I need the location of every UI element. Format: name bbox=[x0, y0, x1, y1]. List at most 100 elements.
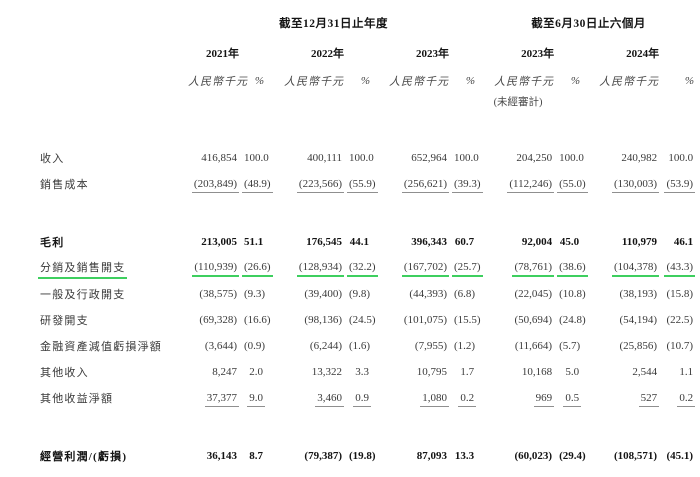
financial-summary-table: 截至12月31日止年度 截至6月30日止六個月 2021年 2022年 2023… bbox=[38, 8, 698, 470]
cell-amount: 8,247 bbox=[212, 366, 237, 378]
cell-amount: (38,193) bbox=[619, 288, 658, 300]
cell-amount: (167,702) bbox=[374, 256, 452, 282]
unit-label: 人民幣千元 bbox=[599, 76, 660, 88]
blank-cell bbox=[38, 68, 188, 94]
cell-percent: (9.3) bbox=[244, 288, 266, 300]
row-label: 金融資產減值虧損淨額 bbox=[40, 341, 162, 353]
cell-amount: (50,694) bbox=[514, 314, 553, 326]
cell-percent: 0.9 bbox=[347, 386, 374, 412]
cell-percent: 100.0 bbox=[349, 152, 374, 164]
row-label: 毛利 bbox=[40, 237, 65, 249]
cell-amount: (78,761) bbox=[479, 256, 557, 282]
year-header-row: 2021年 2022年 2023年 2023年 2024年 bbox=[38, 38, 698, 68]
cell-percent: (0.9) bbox=[244, 340, 266, 352]
table-row: 毛利 213,005 51.1 176,545 44.1 396,343 60.7 92,00… bbox=[38, 230, 698, 256]
cell-percent: 2.0 bbox=[249, 366, 263, 378]
cell-amount: (22,045) bbox=[514, 288, 553, 300]
cell-amount: (110,939) bbox=[188, 256, 242, 282]
table-row: 經營利潤/(虧損) 36,143 8.7 (79,387) (19.8) 87,093 13… bbox=[38, 444, 698, 470]
cell-percent: (53.9) bbox=[662, 172, 698, 198]
cell-amount: 416,854 bbox=[201, 152, 237, 164]
cell-percent: (1.2) bbox=[454, 340, 476, 352]
cell-percent: (9.8) bbox=[349, 288, 371, 300]
cell-percent: 60.7 bbox=[454, 236, 475, 248]
cell-percent: 100.0 bbox=[668, 152, 694, 164]
cell-amount: 87,093 bbox=[416, 450, 447, 462]
cell-amount: (3,644) bbox=[204, 340, 237, 352]
cell-amount: (6,244) bbox=[309, 340, 342, 352]
cell-amount: (79,387) bbox=[304, 450, 342, 462]
year-header-2024-interim: 2024年 bbox=[626, 48, 660, 60]
cell-amount: (98,136) bbox=[304, 314, 342, 326]
cell-amount: (130,003) bbox=[584, 172, 662, 198]
cell-amount: 3,460 bbox=[268, 386, 347, 412]
cell-percent: 0.2 bbox=[662, 386, 698, 412]
year-header-2022: 2022年 bbox=[311, 48, 344, 60]
cell-percent: 44.1 bbox=[349, 236, 369, 248]
cell-percent: (5.7) bbox=[559, 340, 581, 352]
table-row: 金融資產減值虧損淨額 (3,644) (0.9) (6,244) (1.6) (7,955… bbox=[38, 334, 698, 360]
cell-amount: 204,250 bbox=[516, 152, 553, 164]
row-label: 其他收益淨額 bbox=[40, 393, 114, 405]
cell-percent: 1.1 bbox=[679, 366, 694, 378]
cell-percent: 13.3 bbox=[454, 450, 475, 462]
cell-percent: 8.7 bbox=[249, 450, 263, 462]
blank-cell bbox=[38, 94, 479, 114]
percent-label: % bbox=[684, 75, 696, 87]
blank-cell bbox=[38, 114, 698, 146]
cell-amount: 10,795 bbox=[416, 366, 447, 378]
cell-amount: (104,378) bbox=[584, 256, 662, 282]
cell-percent: (10.8) bbox=[559, 288, 586, 300]
cell-percent: (6.8) bbox=[454, 288, 476, 300]
cell-percent: (55.0) bbox=[557, 172, 588, 198]
cell-amount: (223,566) bbox=[268, 172, 347, 198]
blank-cell bbox=[557, 94, 698, 114]
cell-percent: (19.8) bbox=[349, 450, 376, 462]
cell-percent: (45.1) bbox=[666, 450, 694, 462]
percent-label: % bbox=[360, 75, 371, 87]
cell-percent: (15.5) bbox=[454, 314, 481, 326]
cell-amount: (25,856) bbox=[619, 340, 658, 352]
row-label: 其他收入 bbox=[40, 367, 89, 379]
cell-percent: (32.2) bbox=[347, 256, 378, 282]
row-spacer bbox=[38, 412, 698, 444]
blank-cell bbox=[452, 38, 479, 68]
cell-percent: (55.9) bbox=[347, 172, 378, 198]
cell-amount: (69,328) bbox=[199, 314, 237, 326]
cell-percent: 0.5 bbox=[557, 386, 584, 412]
table-row: 分銷及銷售開支 (110,939) (26.6) (128,934) (32.2) (16… bbox=[38, 256, 698, 282]
table-row: 其他收入 8,247 2.0 13,322 3.3 10,795 1.7 10,168 5.0 2… bbox=[38, 360, 698, 386]
table-row: 其他收益淨額 37,377 9.0 3,460 0.9 1,080 0.2 969 0.5 527… bbox=[38, 386, 698, 412]
table-row: 研發開支 (69,328) (16.6) (98,136) (24.5) (101,075… bbox=[38, 308, 698, 334]
cell-amount: (54,194) bbox=[619, 314, 658, 326]
unit-header-row: 人民幣千元 % 人民幣千元 % 人民幣千元 % 人民幣千元 % 人民幣千元 % bbox=[38, 68, 698, 94]
cell-amount: 92,004 bbox=[521, 236, 553, 248]
cell-percent: 100.0 bbox=[244, 152, 269, 164]
percent-label: % bbox=[570, 75, 582, 87]
blank-cell bbox=[557, 38, 584, 68]
cell-percent: (48.9) bbox=[242, 172, 273, 198]
blank-cell bbox=[242, 38, 268, 68]
cell-amount: 969 bbox=[479, 386, 557, 412]
row-label: 一般及行政開支 bbox=[40, 289, 126, 301]
cell-percent: (1.6) bbox=[349, 340, 371, 352]
table-row: 一般及行政開支 (38,575) (9.3) (39,400) (9.8) (44,393… bbox=[38, 282, 698, 308]
cell-percent: (15.8) bbox=[666, 288, 694, 300]
cell-amount: (256,621) bbox=[374, 172, 452, 198]
cell-amount: (203,849) bbox=[188, 172, 242, 198]
cell-percent: 100.0 bbox=[454, 152, 479, 164]
unit-label: 人民幣千元 bbox=[188, 76, 248, 88]
corner-blank-cell bbox=[38, 8, 188, 38]
cell-amount: (101,075) bbox=[403, 314, 447, 326]
cell-percent: (25.7) bbox=[452, 256, 483, 282]
cell-percent: 5.0 bbox=[565, 366, 580, 378]
cell-percent: (38.6) bbox=[557, 256, 588, 282]
cell-percent: (10.7) bbox=[666, 340, 694, 352]
year-header-2021: 2021年 bbox=[206, 48, 239, 60]
percent-label: % bbox=[465, 75, 477, 87]
cell-amount: 176,545 bbox=[306, 236, 342, 248]
cell-amount: 13,322 bbox=[311, 366, 342, 378]
cell-amount: 527 bbox=[584, 386, 662, 412]
cell-amount: 652,964 bbox=[411, 152, 447, 164]
cell-percent: 3.3 bbox=[355, 366, 369, 378]
